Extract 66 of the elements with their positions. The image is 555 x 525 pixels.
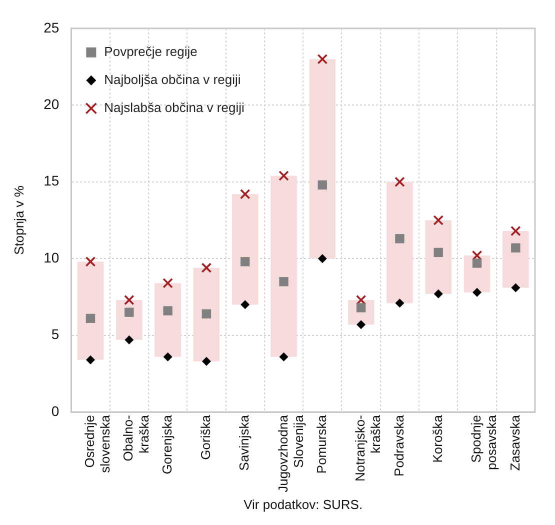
point [201, 262, 212, 273]
point [279, 352, 288, 362]
x-tick-label: Spodnje posavska [468, 414, 500, 470]
point [163, 306, 172, 316]
x-tick-label: Jugovzhodna Slovenija [275, 414, 306, 492]
point [434, 289, 443, 298]
bar [425, 220, 452, 294]
point [124, 335, 134, 344]
point [162, 278, 173, 288]
x-tick-label: Pomurska [314, 414, 329, 474]
y-tick-label: 5 [51, 326, 60, 342]
y-axis-title: Stopnja v % [11, 185, 26, 255]
point [510, 226, 521, 236]
bar [270, 176, 297, 357]
x-tick-label: Koroška [430, 414, 445, 463]
bar [77, 262, 104, 360]
point [395, 298, 404, 308]
y-tick-label: 10 [44, 249, 60, 266]
point [434, 248, 443, 258]
point [163, 352, 172, 362]
x-tick-label: Podravska [391, 414, 406, 476]
y-tick-label: 25 [44, 19, 60, 36]
point [356, 294, 366, 306]
point [86, 355, 95, 364]
x-tick-label: Gorenjska [159, 414, 174, 474]
point [202, 309, 212, 318]
point [124, 294, 134, 306]
point [124, 308, 134, 317]
bar [309, 59, 336, 259]
x-tick-label: Zasavska [507, 414, 522, 471]
bar [232, 194, 258, 305]
point [433, 215, 444, 226]
point [318, 180, 328, 190]
text: Vir podatkov: SURS. [244, 496, 363, 512]
point [472, 258, 482, 268]
point [511, 243, 520, 252]
legend-label: Najslabša občina v regiji [104, 100, 244, 115]
x-tick-label: Osrednje slovenska [82, 414, 113, 473]
point [356, 320, 366, 330]
bar [154, 283, 181, 357]
point [240, 257, 250, 266]
point [394, 176, 405, 188]
legend-label: Povprečje regije [104, 44, 198, 59]
x-tick-label: Savinjska [236, 414, 252, 471]
point [472, 288, 482, 297]
point [318, 254, 327, 264]
y-tick-label: 0 [51, 402, 60, 419]
x-tick-label: Notranjsko-kraška [352, 414, 384, 482]
point [202, 356, 211, 366]
point [240, 300, 250, 310]
point [395, 234, 404, 244]
point [317, 54, 328, 64]
y-tick-label: 20 [44, 96, 60, 112]
point [472, 250, 482, 261]
bar [193, 268, 220, 362]
point [511, 283, 520, 292]
legend-label: Najboljša občina v regiji [104, 72, 241, 87]
point [85, 256, 96, 267]
point [279, 277, 288, 286]
point [278, 170, 289, 181]
point [240, 189, 250, 200]
x-tick-label: Goriška [198, 414, 214, 460]
bar [502, 230, 529, 288]
point [86, 314, 96, 324]
bar [386, 182, 413, 304]
y-tick-label: 15 [44, 172, 60, 189]
